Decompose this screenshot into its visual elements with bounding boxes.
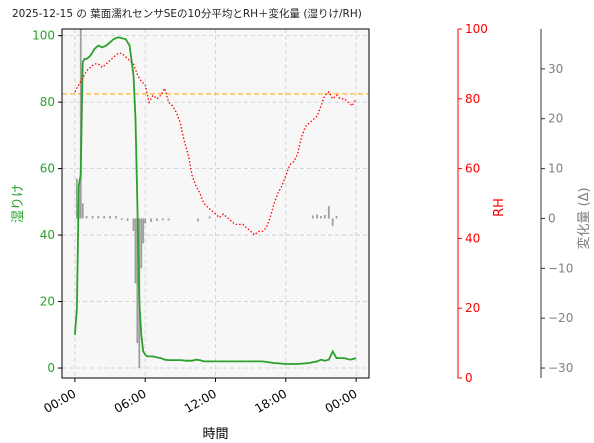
- rh-series-line: [74, 52, 357, 236]
- delta-bar: [97, 215, 100, 219]
- rh-tick-label: 100: [465, 22, 488, 36]
- wetness-axis-label: 湿りけ: [11, 184, 26, 223]
- delta-bar: [140, 218, 143, 269]
- delta-tick-label: 30: [548, 62, 563, 76]
- delta-bar: [197, 218, 199, 222]
- delta-tick-label: 0: [548, 211, 556, 225]
- delta-bar: [331, 218, 334, 226]
- wetness-tick-label: 0: [47, 361, 55, 375]
- delta-tick-label: −20: [548, 311, 573, 325]
- delta-tick-label: 20: [548, 112, 563, 126]
- x-tick-label: 06:00: [112, 386, 149, 415]
- delta-axis-label: 変化量 (Δ): [576, 187, 592, 249]
- rh-tick-label: 60: [465, 162, 480, 176]
- delta-bar: [109, 215, 111, 219]
- delta-bar: [132, 218, 135, 231]
- delta-tick-label: −30: [548, 361, 573, 375]
- delta-bar: [167, 218, 170, 221]
- delta-bar: [134, 218, 137, 284]
- x-axis-label: 時間: [202, 427, 228, 442]
- delta-bar: [327, 205, 330, 219]
- rh-tick-label: 20: [465, 301, 480, 315]
- delta-bar: [323, 214, 326, 219]
- delta-bar: [81, 203, 84, 219]
- x-tick-label: 18:00: [252, 386, 289, 415]
- rh-tick-label: 0: [465, 371, 473, 385]
- delta-bar: [161, 218, 164, 221]
- delta-bar: [335, 215, 338, 219]
- wetness-tick-label: 100: [32, 29, 55, 43]
- rh-tick-label: 40: [465, 231, 480, 245]
- rh-axis-label: RH: [492, 198, 507, 217]
- delta-bar: [156, 218, 158, 221]
- delta-bar: [85, 215, 88, 219]
- rh-tick-label: 80: [465, 92, 480, 106]
- delta-tick-label: −10: [548, 261, 573, 275]
- series-lines: [74, 36, 357, 365]
- delta-bar: [103, 215, 106, 219]
- delta-bar: [144, 218, 147, 224]
- chart-title: 2025-12-15 の 葉面濡れセンサSEの10分平均とRH＋変化量 (湿りけ…: [12, 7, 362, 20]
- delta-bar: [142, 218, 145, 244]
- delta-bar: [126, 218, 129, 221]
- x-tick-label: 00:00: [323, 386, 360, 415]
- delta-bar: [76, 178, 78, 219]
- delta-bar: [91, 215, 94, 219]
- delta-bar: [136, 218, 139, 344]
- x-tick-label: 00:00: [41, 386, 78, 415]
- delta-tick-label: 10: [548, 162, 563, 176]
- grid: [62, 29, 369, 378]
- delta-bar: [150, 218, 152, 222]
- delta-bar: [320, 215, 322, 219]
- wetness-tick-label: 40: [40, 228, 55, 242]
- delta-bar: [115, 215, 117, 219]
- delta-bar: [316, 214, 318, 219]
- x-tick-label: 12:00: [182, 386, 219, 415]
- wetness-tick-label: 80: [40, 95, 55, 109]
- wetness-series-line: [74, 36, 357, 365]
- delta-bar: [311, 215, 314, 219]
- wetness-tick-label: 20: [40, 295, 55, 309]
- delta-bar: [120, 218, 123, 220]
- delta-bar: [208, 216, 211, 219]
- wetness-tick-label: 60: [40, 162, 55, 176]
